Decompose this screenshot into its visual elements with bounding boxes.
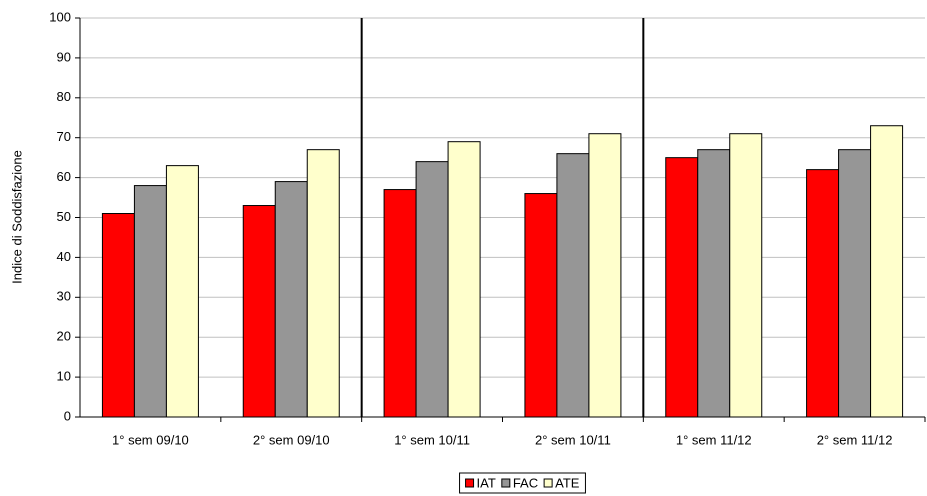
y-tick-label: 80 bbox=[57, 89, 71, 104]
y-tick-label: 20 bbox=[57, 329, 71, 344]
y-tick-label: 60 bbox=[57, 169, 71, 184]
y-tick-label: 100 bbox=[49, 9, 71, 24]
bar bbox=[306, 149, 340, 418]
bar bbox=[806, 169, 840, 418]
bar bbox=[870, 125, 904, 418]
bar bbox=[165, 165, 199, 418]
legend-swatch bbox=[543, 478, 553, 488]
y-tick-label: 30 bbox=[57, 289, 71, 304]
bar bbox=[133, 185, 167, 418]
y-tick-label: 70 bbox=[57, 129, 71, 144]
bar bbox=[697, 149, 731, 418]
x-tick-label: 2° sem 09/10 bbox=[253, 432, 330, 447]
legend-label: ATE bbox=[555, 475, 580, 490]
y-tick-label: 50 bbox=[57, 209, 71, 224]
legend-label: IAT bbox=[477, 475, 496, 490]
y-tick-label: 90 bbox=[57, 49, 71, 64]
bar bbox=[383, 189, 417, 418]
bar bbox=[447, 141, 481, 418]
x-tick-label: 2° sem 11/12 bbox=[817, 432, 893, 447]
legend-box bbox=[459, 472, 586, 494]
x-tick-label: 1° sem 10/11 bbox=[394, 432, 470, 447]
bar bbox=[101, 213, 135, 418]
y-axis-label: Indice di Soddisfazione bbox=[9, 150, 24, 284]
bar bbox=[838, 149, 872, 418]
bar bbox=[274, 181, 308, 418]
bar bbox=[665, 157, 699, 418]
y-tick-label: 0 bbox=[64, 408, 71, 423]
legend-swatch bbox=[465, 478, 475, 488]
x-tick-label: 1° sem 11/12 bbox=[676, 432, 752, 447]
x-tick-label: 2° sem 10/11 bbox=[535, 432, 611, 447]
x-tick-label: 1° sem 09/10 bbox=[112, 432, 189, 447]
legend-label: FAC bbox=[513, 475, 538, 490]
bar bbox=[415, 161, 449, 418]
bar bbox=[729, 133, 763, 418]
legend-swatch bbox=[501, 478, 511, 488]
bar bbox=[242, 205, 276, 418]
y-tick-label: 10 bbox=[57, 369, 71, 384]
bar bbox=[556, 153, 590, 418]
y-tick-label: 40 bbox=[57, 249, 71, 264]
bar bbox=[588, 133, 622, 418]
bar bbox=[524, 193, 558, 418]
